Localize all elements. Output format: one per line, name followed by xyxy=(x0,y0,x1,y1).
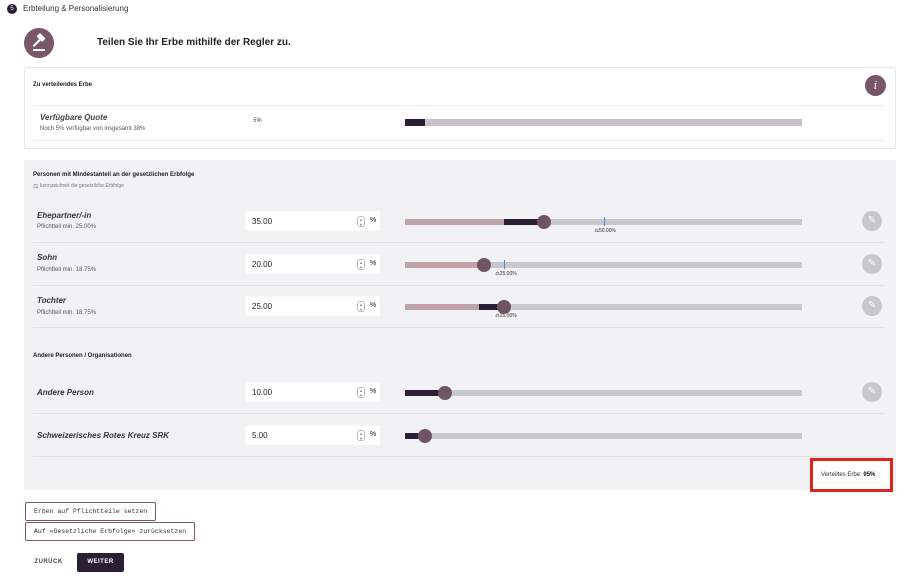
slider-minimum-segment xyxy=(405,304,480,310)
share-slider[interactable] xyxy=(405,429,802,443)
edit-person-icon: ✎ xyxy=(867,215,877,226)
edit-person-icon: ✎ xyxy=(867,258,877,269)
legal-share-marker xyxy=(504,260,506,269)
inheritance-card xyxy=(24,67,896,149)
share-input-value: 25.00 xyxy=(252,302,273,311)
slider-value-segment xyxy=(479,304,505,310)
hero-instruction: Teilen Sie Ihr Erbe mithilfe der Regler … xyxy=(97,37,291,48)
gavel-icon: ⚖ xyxy=(594,228,599,234)
divider xyxy=(33,327,885,328)
share-input[interactable]: 20.00 ▲ ▼ % xyxy=(245,254,380,274)
gavel-icon xyxy=(24,28,54,58)
edit-person-button[interactable]: ✎ xyxy=(862,254,882,274)
distributed-total: Verteiltes Erbe: 95% xyxy=(810,458,893,492)
share-input-value: 20.00 xyxy=(252,260,273,269)
legal-share-marker xyxy=(603,217,605,226)
share-stepper[interactable]: ▲ ▼ xyxy=(357,430,365,441)
share-input[interactable]: 5.00 ▲ ▼ % xyxy=(245,425,380,445)
gavel-icon: ⚖ xyxy=(495,271,500,277)
slider-minimum-segment xyxy=(405,262,480,268)
distributed-total-label: Verteiltes Erbe: xyxy=(821,472,862,478)
edit-person-button[interactable]: ✎ xyxy=(862,296,882,316)
share-stepper[interactable]: ▲ ▼ xyxy=(357,259,365,270)
available-quota-label: Verfügbare Quote xyxy=(40,113,108,122)
back-button[interactable]: ZURÜCK xyxy=(25,553,72,572)
next-button[interactable]: WEITER xyxy=(77,553,124,572)
other-name: Schweizerisches Rotes Kreuz SRK xyxy=(37,431,170,440)
gavel-icon: ⚖ xyxy=(495,313,500,319)
slider-value-segment xyxy=(504,219,544,225)
available-quota-bar xyxy=(405,119,802,126)
slider-handle[interactable] xyxy=(477,258,492,272)
heir-minimum: Pflichtteil min. 18.75% xyxy=(37,267,97,273)
edit-person-icon: ✎ xyxy=(867,300,877,311)
available-quota-bar-fill xyxy=(405,119,425,126)
percent-unit: % xyxy=(370,388,377,395)
legal-share-value: 25.00% xyxy=(499,271,517,277)
legal-share-value: 50.00% xyxy=(598,228,616,234)
divider xyxy=(33,285,885,286)
slider-handle[interactable] xyxy=(497,300,512,314)
legal-share-label: ⚖50.00% xyxy=(595,228,616,234)
share-stepper[interactable]: ▲ ▼ xyxy=(357,301,365,312)
share-slider[interactable] xyxy=(405,386,802,400)
step-number-badge: 5 xyxy=(7,4,17,14)
heir-name: Sohn xyxy=(37,253,57,262)
divider xyxy=(33,242,885,243)
distributed-total-text: Verteiltes Erbe: 95% xyxy=(821,472,875,478)
set-compulsory-shares-button[interactable]: Erben auf Pflichtteile setzen xyxy=(25,502,157,521)
divider xyxy=(33,413,885,414)
heirs-panel xyxy=(24,160,896,490)
available-quota-value: 5% xyxy=(253,118,262,124)
edit-person-button[interactable]: ✎ xyxy=(862,211,882,231)
other-name: Andere Person xyxy=(37,388,94,397)
share-slider[interactable]: ⚖25.00% xyxy=(405,258,802,277)
legal-share-value: 25.00% xyxy=(499,313,517,319)
slider-minimum-segment xyxy=(405,219,505,225)
heir-name: Tochter xyxy=(37,296,67,305)
available-quota-sub: Noch 5% verfügbar von insgesamt 38% xyxy=(40,126,146,132)
slider-handle[interactable] xyxy=(437,386,452,400)
share-stepper[interactable]: ▲ ▼ xyxy=(357,216,365,227)
share-input-value: 10.00 xyxy=(252,388,273,397)
share-input[interactable]: 35.00 ▲ ▼ % xyxy=(245,211,380,231)
share-input-value: 35.00 xyxy=(252,217,273,226)
heirs-section-subtitle: kennzeichnet die gesetzliche Erbfolge xyxy=(40,183,124,189)
step-title: Erbteilung & Personalisierung xyxy=(23,4,129,13)
distributed-total-value: 95% xyxy=(863,472,876,478)
share-slider[interactable]: ⚖25.00% xyxy=(405,300,802,319)
divider xyxy=(33,456,885,457)
percent-unit: % xyxy=(370,431,377,438)
percent-unit: % xyxy=(370,217,377,224)
gavel-icon: ⚖ xyxy=(33,184,39,190)
slider-value-segment xyxy=(405,433,425,439)
percent-unit: % xyxy=(370,260,377,267)
heir-minimum: Pflichtteil min. 18.75% xyxy=(37,310,97,316)
divider xyxy=(33,105,885,106)
legal-share-label: ⚖25.00% xyxy=(495,313,516,319)
slider-value-segment xyxy=(405,390,445,396)
share-stepper[interactable]: ▲ ▼ xyxy=(357,387,365,398)
share-input[interactable]: 10.00 ▲ ▼ % xyxy=(245,382,380,402)
reset-legal-succession-button[interactable]: Auf «Gesetzliche Erbfolge» zurücksetzen xyxy=(25,522,196,541)
heirs-section-title: Personen mit Mindestanteil an der gesetz… xyxy=(33,172,195,178)
others-section-title: Andere Personen / Organisationen xyxy=(33,353,132,359)
inheritance-card-title: Zu verteilendes Erbe xyxy=(33,82,93,88)
slider-handle[interactable] xyxy=(536,215,551,229)
edit-person-button[interactable]: ✎ xyxy=(862,382,882,402)
heir-minimum: Pflichtteil min. 25.00% xyxy=(37,224,97,230)
info-icon[interactable]: i xyxy=(865,75,886,96)
share-input-value: 5.00 xyxy=(252,431,268,440)
percent-unit: % xyxy=(370,302,377,309)
share-slider[interactable]: ⚖50.00% xyxy=(405,215,802,234)
slider-handle[interactable] xyxy=(417,429,432,443)
share-input[interactable]: 25.00 ▲ ▼ % xyxy=(245,296,380,316)
heir-name: Ehepartner/-in xyxy=(37,211,92,220)
edit-person-icon: ✎ xyxy=(867,386,877,397)
divider xyxy=(33,140,885,141)
legal-share-label: ⚖25.00% xyxy=(495,271,516,277)
